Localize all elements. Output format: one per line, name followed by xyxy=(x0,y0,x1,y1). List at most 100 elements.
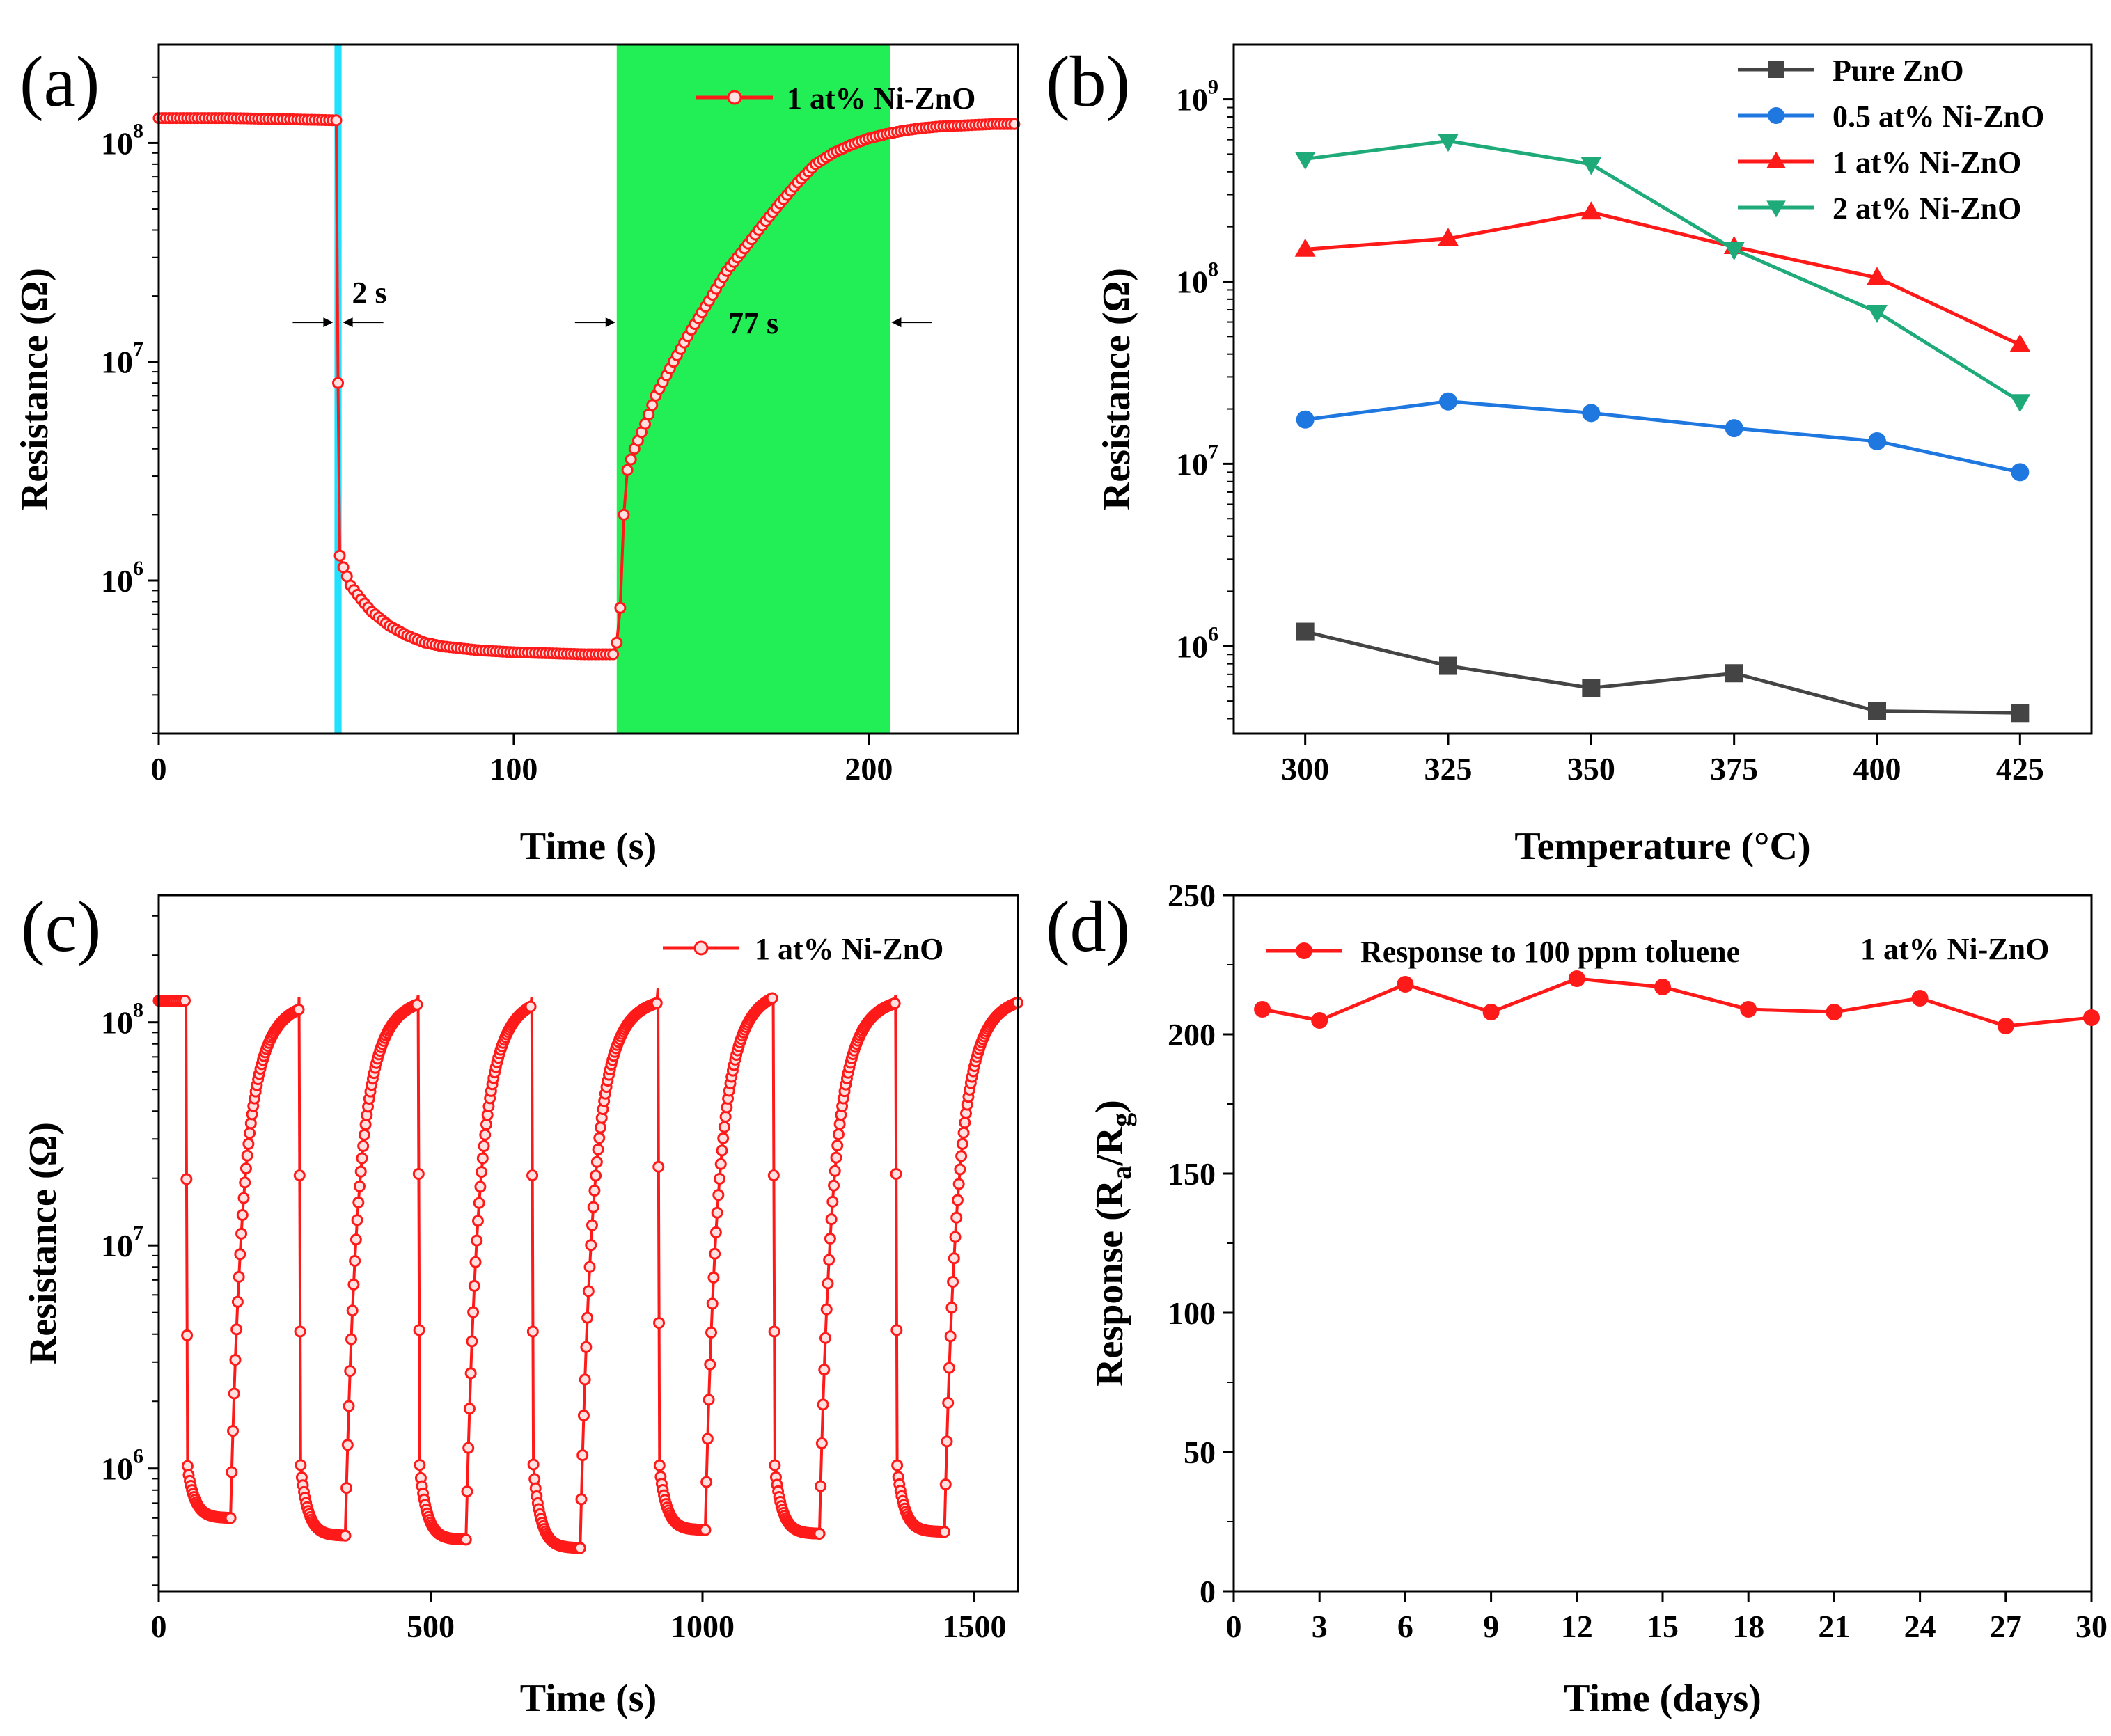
y-tick-label: 109 xyxy=(1176,76,1218,118)
legend-label: 1 at% Ni-ZnO xyxy=(1833,145,2021,180)
series-line-1 xyxy=(1305,400,2020,474)
data-point xyxy=(948,1252,960,1265)
data-point xyxy=(815,1437,828,1450)
x-tick-label: 27 xyxy=(1990,1609,2022,1644)
data-point xyxy=(226,1466,238,1478)
data-point xyxy=(462,1442,475,1454)
data-point xyxy=(474,1181,487,1193)
data-point xyxy=(766,992,778,1004)
data-point xyxy=(582,1285,595,1297)
data-point xyxy=(714,1158,727,1170)
legend-marker xyxy=(1768,61,1784,78)
data-point xyxy=(706,1297,719,1310)
data-point xyxy=(526,1169,539,1182)
data-point xyxy=(1254,1001,1271,1018)
data-point xyxy=(704,1358,716,1371)
data-point xyxy=(469,1256,482,1268)
data-point xyxy=(180,1173,193,1185)
y-tick-label: 200 xyxy=(1168,1017,1216,1052)
y-tick-label: 108 xyxy=(1176,258,1218,299)
x-tick-label: 500 xyxy=(407,1609,455,1644)
data-point xyxy=(1294,238,1316,257)
panel-d: 0 3 6 9 12 15 18 21 24 27 30 0 50 100 150 200 250 Time (d… xyxy=(1046,878,2108,1720)
data-point xyxy=(1725,419,1743,438)
x-tick-label: 425 xyxy=(1996,751,2044,787)
data-point xyxy=(574,1542,586,1554)
data-point xyxy=(413,1324,425,1336)
x-tick-label: 18 xyxy=(1732,1609,1764,1644)
legend-marker xyxy=(727,90,742,105)
data-point xyxy=(709,1247,721,1260)
data-point xyxy=(294,1325,306,1338)
y-axis-label: Response (Ra/Rg) xyxy=(1088,1100,1137,1387)
data-point xyxy=(1482,1004,1500,1020)
data-point xyxy=(1580,157,1602,175)
data-point xyxy=(891,1459,904,1471)
data-point xyxy=(714,1172,726,1185)
data-point xyxy=(1008,118,1021,130)
data-point xyxy=(241,1149,253,1162)
data-point xyxy=(890,1167,902,1180)
panel-label: (b) xyxy=(1046,42,1130,122)
data-point xyxy=(467,1306,480,1318)
panel-c-frame xyxy=(157,894,1019,1593)
panel-label: (d) xyxy=(1046,887,1130,967)
data-point xyxy=(178,995,191,1007)
data-point xyxy=(955,1150,968,1162)
data-point xyxy=(460,1533,472,1546)
data-point xyxy=(825,1213,838,1226)
y-tick-label: 106 xyxy=(101,557,143,599)
y-tick-label: 107 xyxy=(1176,440,1218,482)
data-point xyxy=(240,1162,252,1175)
data-point xyxy=(295,1459,307,1471)
panel-d-frame xyxy=(1232,894,2093,1593)
data-point xyxy=(293,1169,306,1182)
data-point xyxy=(466,1335,478,1348)
data-point xyxy=(358,1128,370,1141)
x-tick-label: 0 xyxy=(1226,1609,1242,1644)
data-point xyxy=(471,1215,484,1227)
data-point xyxy=(939,1526,951,1538)
data-point xyxy=(820,1303,833,1316)
data-point xyxy=(1654,979,1671,995)
data-point xyxy=(719,1110,732,1123)
data-point xyxy=(705,1326,718,1339)
data-point xyxy=(2011,704,2030,723)
data-point xyxy=(652,1160,665,1173)
data-point xyxy=(826,1195,839,1208)
data-point xyxy=(950,1211,963,1224)
data-point xyxy=(653,1459,666,1471)
annotation-arrowhead xyxy=(323,317,333,328)
data-point xyxy=(586,1219,598,1231)
y-tick-label: 106 xyxy=(101,1445,143,1487)
x-tick-label: 300 xyxy=(1281,751,1329,787)
x-tick-label: 3 xyxy=(1312,1609,1328,1644)
data-point xyxy=(833,1118,846,1130)
data-point xyxy=(952,1178,965,1190)
data-point xyxy=(478,1139,490,1152)
data-point xyxy=(181,1329,194,1341)
series-line-2 xyxy=(1305,210,2021,347)
annotation-arrowhead xyxy=(891,317,902,328)
data-point xyxy=(587,1201,599,1213)
data-point xyxy=(700,1476,713,1488)
data-point xyxy=(242,1137,255,1150)
data-point xyxy=(890,1324,903,1336)
data-point xyxy=(341,1439,354,1451)
y-tick-label: 107 xyxy=(101,1222,143,1263)
data-point xyxy=(464,1367,477,1380)
data-point xyxy=(354,1180,366,1192)
data-point xyxy=(941,1435,953,1448)
data-point xyxy=(579,1373,591,1386)
data-point xyxy=(527,1458,540,1471)
x-axis-label: Temperature (°C) xyxy=(1514,825,1810,868)
data-point xyxy=(818,1364,831,1376)
data-point xyxy=(1439,392,1457,411)
legend-marker xyxy=(1766,200,1786,218)
y-axis-label: Resistance (Ω) xyxy=(1095,268,1138,510)
x-tick-label: 1000 xyxy=(670,1609,735,1644)
x-axis-label: Time (days) xyxy=(1564,1677,1761,1720)
panel-c: 0 500 1000 1500 106 107 108 Time (s) Resistance … xyxy=(21,887,1023,1720)
data-point xyxy=(769,1459,781,1471)
data-point xyxy=(1868,432,1886,450)
